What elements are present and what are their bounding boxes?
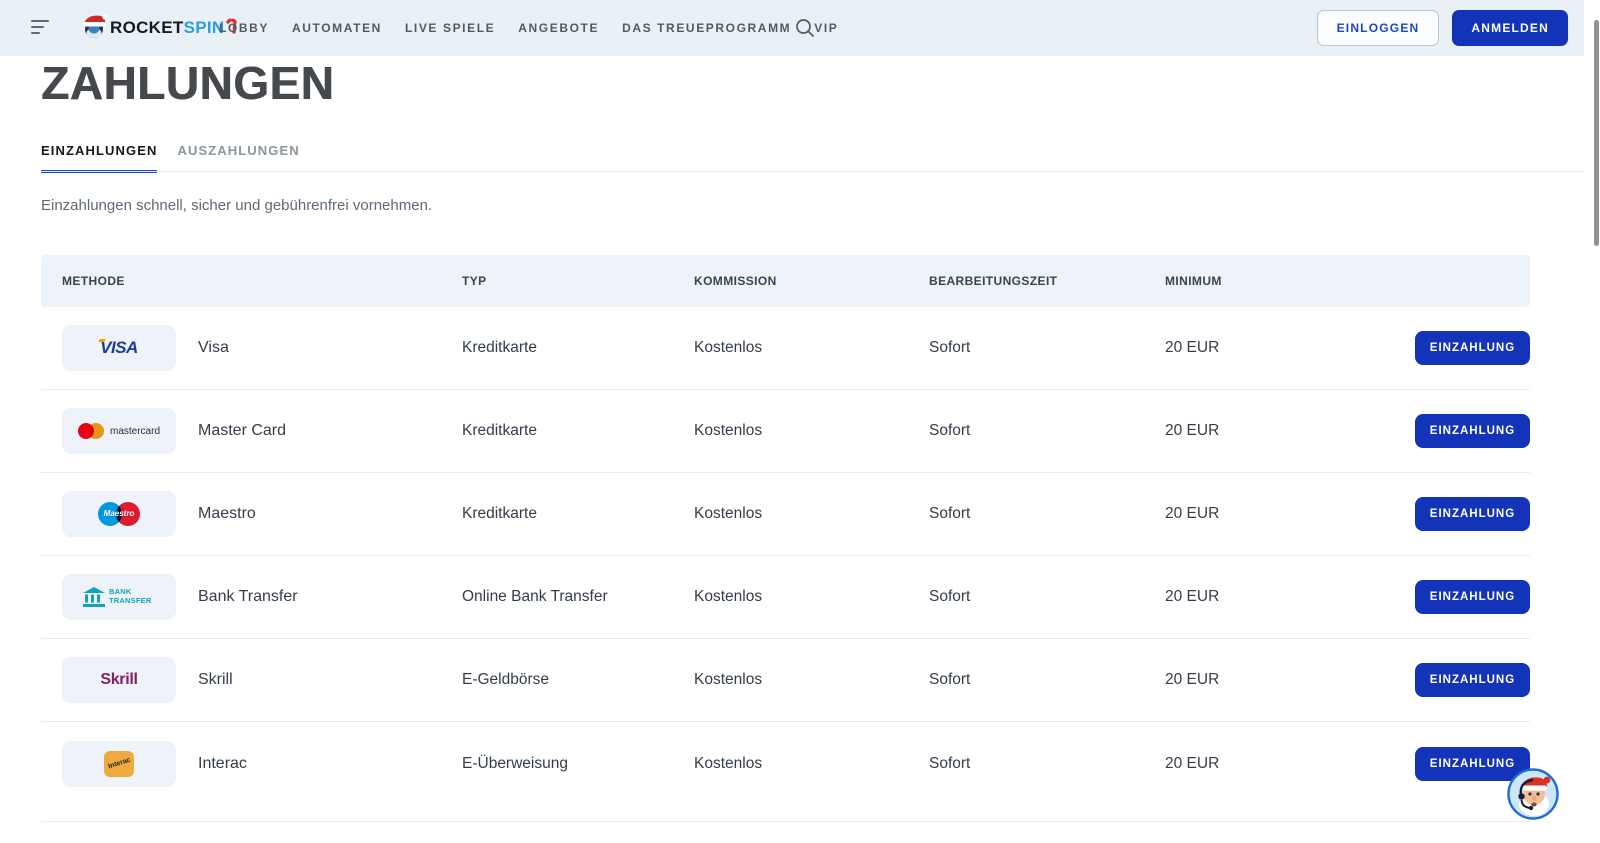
processing-time-cell: Sofort <box>929 505 971 522</box>
col-header-bearbeitungszeit: BEARBEITUNGSZEIT <box>929 274 1058 288</box>
maestro-icon: Maestro <box>62 491 176 537</box>
deposit-button[interactable]: EINZAHLUNG <box>1415 414 1530 448</box>
minimum-cell: 20 EUR <box>1165 671 1220 688</box>
col-header-typ: TYP <box>462 274 487 288</box>
register-button[interactable]: ANMELDEN <box>1452 10 1568 46</box>
santa-mascot-icon <box>80 12 110 45</box>
processing-time-cell: Sofort <box>929 422 971 439</box>
minimum-cell: 20 EUR <box>1165 588 1220 605</box>
nav-automaten[interactable]: AUTOMATEN <box>292 21 382 35</box>
nav-lobby[interactable]: LOBBY <box>219 21 269 35</box>
tab-einzahlungen[interactable]: EINZAHLUNGEN <box>41 143 158 173</box>
commission-cell: Kostenlos <box>694 505 763 522</box>
support-chat-mascot[interactable] <box>1507 768 1559 820</box>
table-row: Skrill Skrill E-Geldbörse Kostenlos Sofo… <box>41 639 1530 722</box>
minimum-cell: 20 EUR <box>1165 754 1220 772</box>
scrollbar[interactable] <box>1584 0 1600 843</box>
table-row: VISA Visa Kreditkarte Kostenlos Sofort 2… <box>41 307 1530 390</box>
minimum-cell: 20 EUR <box>1165 505 1220 522</box>
top-navigation-bar: ROCKETSPIN LOBBY AUTOMATEN LIVE SPIELE A… <box>0 0 1600 56</box>
visa-icon: VISA <box>62 325 176 371</box>
tabs-divider <box>41 171 1584 172</box>
table-body: VISA Visa Kreditkarte Kostenlos Sofort 2… <box>41 307 1530 822</box>
nav-treueprogramm[interactable]: DAS TREUEPROGRAMM <box>622 21 792 35</box>
method-name: Interac <box>198 754 247 772</box>
auth-buttons: EINLOGGEN ANMELDEN <box>1316 10 1568 46</box>
type-cell: Kreditkarte <box>462 339 537 356</box>
mastercard-icon: mastercard <box>62 408 176 454</box>
deposit-button[interactable]: EINZAHLUNG <box>1415 331 1530 365</box>
interac-icon: Interac <box>62 740 176 787</box>
logo-wordmark: ROCKETSPIN <box>110 18 225 37</box>
main-nav: LOBBY AUTOMATEN LIVE SPIELE ANGEBOTE DAS… <box>219 0 838 56</box>
search-icon[interactable] <box>794 17 816 39</box>
table-row: Maestro Maestro Kreditkarte Kostenlos So… <box>41 473 1530 556</box>
nav-vip[interactable]: VIP <box>814 21 839 35</box>
commission-cell: Kostenlos <box>694 671 763 688</box>
deposit-button[interactable]: EINZAHLUNG <box>1415 580 1530 614</box>
rocketspin-logo[interactable]: ROCKETSPIN <box>80 11 239 45</box>
minimum-cell: 20 EUR <box>1165 422 1220 439</box>
method-name: Skrill <box>198 671 233 688</box>
deposit-button[interactable]: EINZAHLUNG <box>1415 497 1530 531</box>
table-row: Interac Interac E-Überweisung Kostenlos … <box>41 722 1530 805</box>
candy-cane-icon <box>224 16 239 41</box>
login-button[interactable]: EINLOGGEN <box>1316 10 1440 46</box>
hamburger-menu-icon[interactable] <box>31 20 51 36</box>
method-name: Maestro <box>198 505 256 522</box>
payment-methods-table: METHODE TYP KOMMISSION BEARBEITUNGSZEIT … <box>41 255 1530 822</box>
type-cell: Online Bank Transfer <box>462 588 608 605</box>
commission-cell: Kostenlos <box>694 422 763 439</box>
col-header-kommission: KOMMISSION <box>694 274 777 288</box>
tab-auszahlungen[interactable]: AUSZAHLUNGEN <box>177 143 300 158</box>
commission-cell: Kostenlos <box>694 754 763 772</box>
deposit-button[interactable]: EINZAHLUNG <box>1415 746 1530 781</box>
method-name: Visa <box>198 339 229 356</box>
page-subtitle: Einzahlungen schnell, sicher und gebühre… <box>41 197 433 214</box>
table-row: BANK TRANSFER Bank Transfer Online Bank … <box>41 556 1530 639</box>
bank-transfer-icon: BANK TRANSFER <box>62 574 176 620</box>
type-cell: Kreditkarte <box>462 422 537 439</box>
method-name: Bank Transfer <box>198 588 298 605</box>
method-name: Master Card <box>198 422 287 439</box>
table-header-row: METHODE TYP KOMMISSION BEARBEITUNGSZEIT … <box>41 255 1530 307</box>
commission-cell: Kostenlos <box>694 339 763 356</box>
nav-angebote[interactable]: ANGEBOTE <box>518 21 600 35</box>
nav-live-spiele[interactable]: LIVE SPIELE <box>404 21 496 35</box>
table-row: mastercard Master Card Kreditkarte Koste… <box>41 390 1530 473</box>
commission-cell: Kostenlos <box>694 588 763 605</box>
skrill-icon: Skrill <box>62 657 176 703</box>
scrollbar-thumb[interactable] <box>1594 20 1599 246</box>
minimum-cell: 20 EUR <box>1165 339 1220 356</box>
processing-time-cell: Sofort <box>929 754 971 772</box>
processing-time-cell: Sofort <box>929 588 971 605</box>
payments-tabs: EINZAHLUNGEN AUSZAHLUNGEN <box>41 143 300 173</box>
type-cell: Kreditkarte <box>462 505 537 522</box>
processing-time-cell: Sofort <box>929 671 971 688</box>
page-title: ZAHLUNGEN <box>41 57 335 109</box>
deposit-button[interactable]: EINZAHLUNG <box>1415 663 1530 697</box>
col-header-methode: METHODE <box>62 274 125 288</box>
col-header-minimum: MINIMUM <box>1165 274 1222 288</box>
type-cell: E-Überweisung <box>462 754 568 772</box>
processing-time-cell: Sofort <box>929 339 971 356</box>
type-cell: E-Geldbörse <box>462 671 550 688</box>
